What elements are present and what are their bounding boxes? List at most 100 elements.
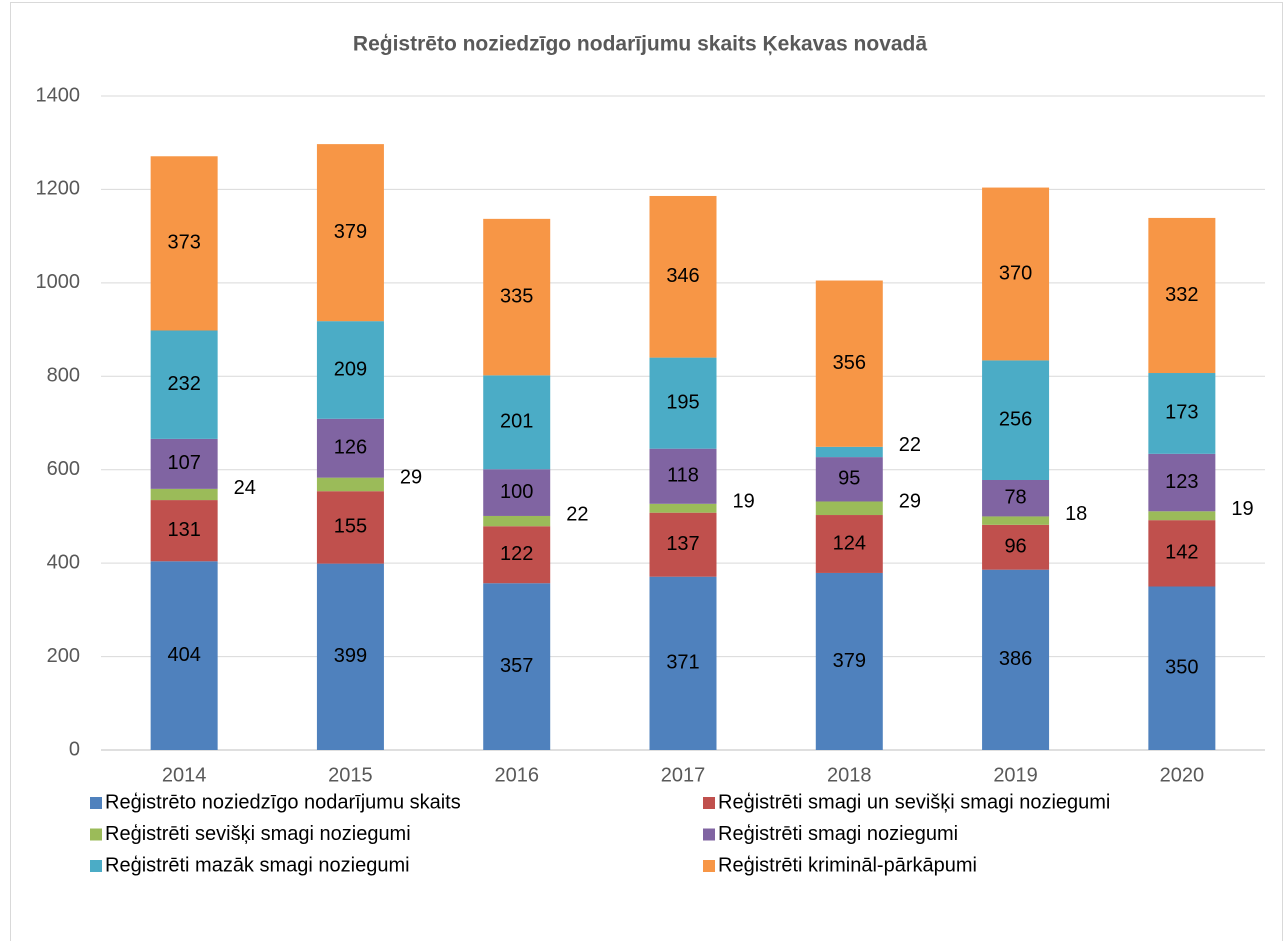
data-label: 155	[334, 516, 367, 538]
y-tick-label: 0	[69, 738, 80, 760]
bar-segment	[815, 501, 883, 516]
data-label: 19	[1231, 498, 1253, 520]
data-label: 386	[999, 648, 1032, 670]
x-tick-label: 2016	[494, 764, 539, 786]
data-label: 29	[400, 467, 422, 489]
y-tick-label: 1200	[36, 178, 81, 200]
data-label: 29	[899, 491, 921, 513]
data-label: 122	[500, 543, 533, 565]
data-label: 126	[334, 437, 367, 459]
bar-segment	[982, 516, 1050, 525]
legend-label: Reģistrēti sevišķi smagi noziegumi	[105, 823, 411, 845]
bar-segment	[483, 515, 551, 527]
data-label: 96	[1004, 536, 1026, 558]
bar-segment	[483, 583, 551, 750]
x-tick-label: 2015	[328, 764, 373, 786]
bar-segment	[1148, 217, 1216, 374]
x-tick-label: 2019	[993, 764, 1038, 786]
data-label: 379	[833, 650, 866, 672]
bar-segment	[316, 418, 384, 478]
bar-segment	[815, 446, 883, 458]
bar-segment	[815, 280, 883, 447]
bar-segment	[150, 561, 218, 750]
data-label: 346	[666, 265, 699, 287]
data-label: 137	[666, 533, 699, 555]
bar-segment	[982, 524, 1050, 570]
bar-segment	[316, 491, 384, 564]
y-tick-label: 600	[47, 458, 80, 480]
y-tick-label: 200	[47, 645, 80, 667]
bar-segment	[649, 357, 717, 449]
bar-segment	[815, 457, 883, 502]
bar-segment	[316, 321, 384, 419]
data-label: 118	[667, 465, 699, 487]
bar-segment	[150, 500, 218, 562]
data-label: 404	[167, 644, 200, 666]
legend-swatch	[90, 797, 102, 809]
data-label: 19	[733, 491, 755, 513]
bar-segment	[982, 187, 1050, 361]
data-label: 201	[500, 411, 533, 433]
data-label: 131	[167, 519, 200, 541]
y-tick-label: 400	[47, 551, 80, 573]
data-label: 232	[167, 373, 200, 395]
bar-segment	[150, 438, 218, 489]
bar-segment	[1148, 520, 1216, 587]
bar-segment	[483, 375, 551, 470]
bar-segment	[483, 218, 551, 376]
data-label: 370	[999, 262, 1032, 284]
data-label: 350	[1165, 657, 1198, 679]
legend-swatch	[90, 828, 102, 841]
legend-label: Reģistrēti krimināl-pārkāpumi	[718, 854, 977, 876]
data-label: 95	[838, 468, 860, 490]
bar-segment	[649, 512, 717, 577]
legend-label: Reģistrēti smagi un sevišķi smagi nozieg…	[718, 791, 1110, 813]
data-label: 100	[500, 481, 533, 503]
bar-segment	[150, 488, 218, 501]
data-label: 195	[666, 391, 699, 413]
data-label: 256	[999, 408, 1032, 430]
data-label: 356	[833, 352, 866, 374]
bar-segment	[649, 448, 717, 504]
chart-frame	[10, 2, 1283, 941]
legend-swatch	[703, 828, 715, 841]
data-label: 22	[566, 503, 588, 525]
bar-segment	[982, 360, 1050, 480]
data-label: 371	[666, 652, 699, 674]
data-label: 209	[334, 358, 367, 380]
data-label: 332	[1165, 284, 1198, 306]
data-label: 173	[1165, 402, 1198, 424]
bar-segment	[1148, 586, 1216, 750]
bar-segment	[649, 195, 717, 358]
bar-segment	[982, 479, 1050, 517]
y-tick-label: 800	[47, 365, 80, 387]
bar-segment	[649, 576, 717, 750]
legend-swatch	[703, 797, 715, 809]
data-label: 107	[167, 452, 200, 474]
bar-segment	[316, 477, 384, 492]
bar-segment	[982, 569, 1050, 750]
bar-segment	[483, 526, 551, 584]
data-label: 22	[899, 434, 921, 456]
bar-segment	[150, 156, 218, 331]
y-tick-label: 1000	[36, 271, 81, 293]
legend-label: Reģistrēti smagi noziegumi	[718, 823, 958, 845]
data-label: 123	[1165, 471, 1198, 493]
bar-segment	[483, 469, 551, 516]
legend-swatch	[703, 860, 715, 872]
x-tick-label: 2014	[162, 764, 207, 786]
x-tick-label: 2018	[827, 764, 872, 786]
data-label: 335	[500, 285, 533, 307]
y-tick-label: 1400	[36, 84, 81, 106]
bar-segment	[815, 572, 883, 750]
data-label: 142	[1165, 542, 1198, 564]
data-label: 379	[334, 221, 367, 243]
data-label: 18	[1065, 503, 1087, 525]
x-tick-label: 2020	[1160, 764, 1205, 786]
data-label: 78	[1004, 486, 1026, 508]
bar-segment	[150, 330, 218, 439]
bar-segment	[316, 563, 384, 750]
legend-label: Reģistrēti mazāk smagi noziegumi	[105, 854, 410, 876]
data-label: 373	[167, 232, 200, 254]
